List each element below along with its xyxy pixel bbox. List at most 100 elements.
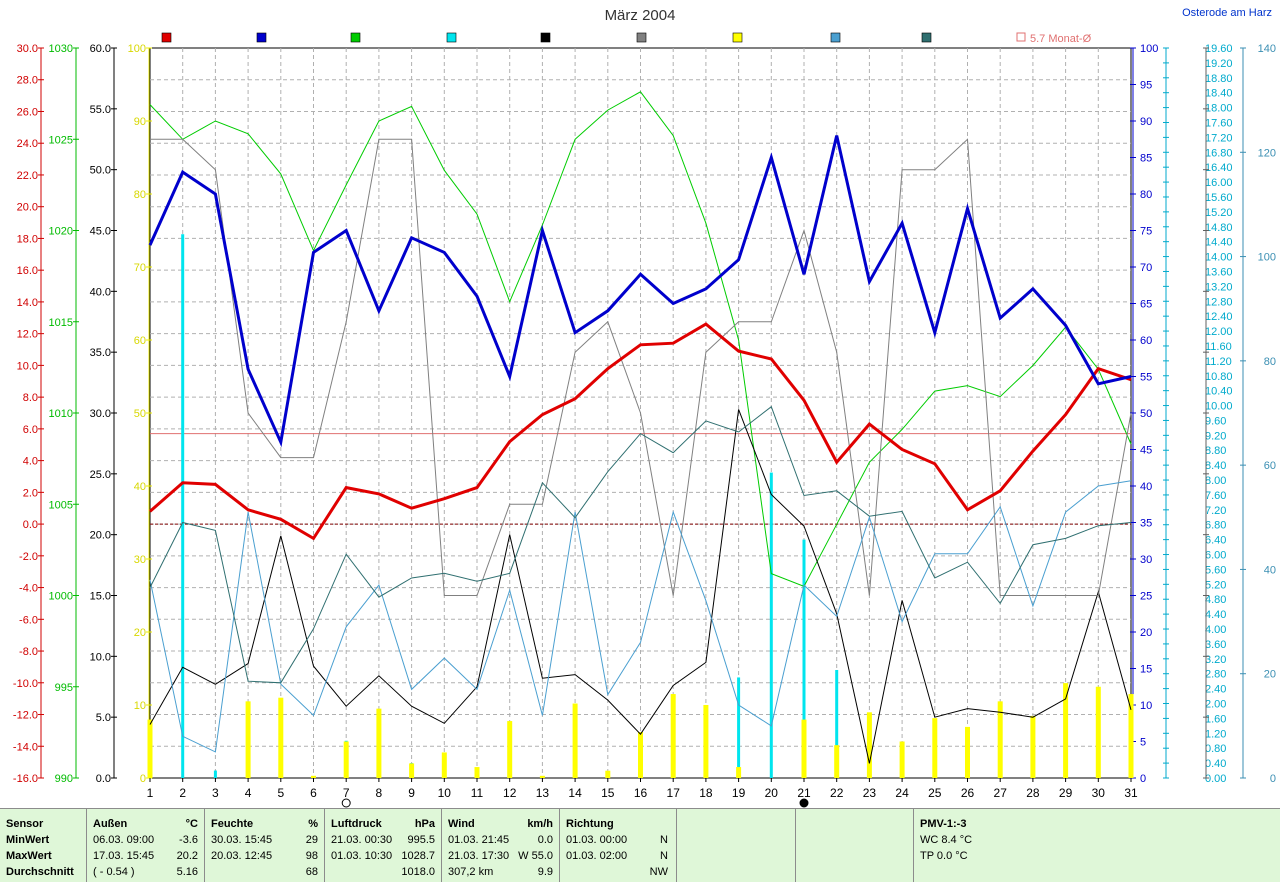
axis-tick-label-hum-18: 90: [1140, 116, 1152, 128]
x-tick-label-11: 11: [471, 786, 484, 800]
axis-tick-label-hum-14: 70: [1140, 262, 1152, 274]
axis-tick-label-temp-9: 2.0: [23, 487, 38, 499]
axis-tick-label-hum-11: 55: [1140, 372, 1152, 384]
axis-tick-label-temp-15: 14.0: [17, 297, 38, 309]
axis-tick-label-wind-8: 40.0: [90, 286, 111, 298]
luftdruck-min-value: 995.5: [407, 834, 435, 846]
richtung-avg-value: NW: [649, 866, 668, 878]
x-tick-label-31: 31: [1124, 786, 1138, 800]
location-label: Osterode am Harz: [1182, 7, 1272, 19]
stats-richtung: Richtung 01.03. 00:00 N 01.03. 02:00 N N…: [560, 809, 677, 882]
bar-sonnenschein-27: [997, 701, 1003, 778]
axis-tick-label-sun-9: 90: [134, 116, 146, 128]
line-series: [148, 91, 1132, 764]
bar-sonnenschein-23: [866, 712, 872, 778]
axis-tick-label-lux-2: 40: [1264, 564, 1276, 576]
axis-tick-label-hum-20: 100: [1140, 43, 1158, 55]
luftdruck-header: Luftdruck: [331, 818, 382, 830]
bar-sonnenschein-4: [245, 701, 251, 778]
axis-tick-label-rain-23: 9.20: [1205, 430, 1226, 442]
axis-tick-label-hum-7: 35: [1140, 518, 1152, 530]
axis-tick-label-temp-10: 4.0: [23, 456, 38, 468]
axis-tick-label-rain-24: 9.60: [1205, 415, 1226, 427]
axis-tick-label-rain-28: 11.20: [1205, 356, 1232, 368]
line-helligkeit: [149, 480, 1132, 753]
axis-tick-label-temp-16: 16.0: [17, 265, 38, 277]
wind-min-value: 0.0: [537, 834, 553, 846]
luftdruck-unit: hPa: [414, 818, 435, 830]
bar-sonnenschein-26: [965, 726, 970, 778]
axis-tick-label-rain-1: 0.40: [1205, 758, 1226, 770]
bar-sonnenschein-18: [703, 705, 709, 778]
axis-tick-label-rain-17: 6.80: [1205, 520, 1226, 532]
legend-swatch-2: [350, 32, 361, 43]
bar-series: [147, 234, 1134, 778]
max-label: MaxWert: [6, 850, 52, 862]
aussen-max-value: 20.2: [176, 850, 198, 862]
axis-tick-label-press-7: 1025: [49, 134, 73, 146]
pmv-windchill: WC 8.4 °C: [920, 834, 973, 846]
axis-tick-label-press-6: 1020: [49, 226, 73, 238]
x-tick-label-6: 6: [310, 786, 317, 800]
axis-tick-label-rain-12: 4.80: [1205, 594, 1226, 606]
x-axis: 1 2 3 4 5 6 7 8 9 10 11 12 13 14 15 16 17 18 19 20 21 22 23 24 2…: [147, 778, 1138, 808]
feuchte-max-value: 98: [305, 850, 318, 862]
x-tick-label-12: 12: [503, 786, 517, 800]
axis-tick-label-temp-3: -10.0: [13, 678, 38, 690]
bar-sonnenschein-10: [441, 752, 447, 778]
axis-tick-label-wind-7: 35.0: [90, 347, 111, 359]
axis-tick-label-rain-40: 16.00: [1205, 177, 1233, 189]
axis-tick-label-temp-7: -2.0: [19, 551, 38, 563]
axis-tick-label-rain-14: 5.60: [1205, 564, 1226, 576]
axis-tick-label-rain-46: 18.40: [1205, 88, 1233, 100]
axis-tick-label-rain-41: 16.40: [1205, 162, 1233, 174]
axis-tick-label-temp-5: -6.0: [19, 614, 38, 626]
bar-sonnenschein-15: [605, 770, 611, 778]
axis-tick-label-press-0: 990: [55, 773, 73, 785]
axis-tick-label-wind-0: 0.0: [96, 773, 111, 785]
line-wind: [149, 409, 1132, 764]
axis-tick-label-temp-23: 30.0: [17, 43, 38, 55]
axis-tick-label-temp-6: -4.0: [19, 583, 38, 595]
line-feuchte: [148, 135, 1132, 448]
line-taupunkt: [149, 405, 1132, 684]
axis-tick-label-rain-3: 1.20: [1205, 728, 1226, 740]
axis-tick-label-rain-13: 5.20: [1205, 579, 1226, 591]
legend-swatch-6: [732, 32, 743, 43]
sensor-label: Sensor: [6, 818, 44, 830]
weather-chart: März 2004 Osterode am Harz 5.7 Monat-Ø -…: [13, 7, 1276, 808]
axis-tick-label-sun-7: 70: [134, 262, 146, 274]
wind-min-time: 01.03. 21:45: [448, 834, 510, 846]
x-tick-label-23: 23: [863, 786, 877, 800]
bar-sonnenschein-9: [409, 763, 415, 778]
chart-title: März 2004: [605, 7, 676, 24]
aussen-header: Außen: [93, 818, 128, 830]
bar-regen-22: [835, 669, 839, 778]
axis-tick-label-hum-4: 20: [1140, 627, 1152, 639]
x-tick-label-21: 21: [797, 786, 811, 800]
wind-max-time: 21.03. 17:30: [448, 850, 510, 862]
axis-tick-label-lux-3: 60: [1264, 460, 1276, 472]
axis-tick-label-wind-6: 30.0: [90, 408, 111, 420]
axis-tick-label-sun-6: 60: [134, 335, 146, 347]
axis-tick-label-wind-3: 15.0: [90, 591, 111, 603]
avg-label: Durchschnitt: [6, 866, 74, 878]
axis-tick-label-temp-22: 28.0: [17, 75, 38, 87]
axis-tick-label-sun-0: 0: [140, 773, 146, 785]
legend-swatch-0: [161, 32, 172, 43]
wind-header: Wind: [448, 818, 475, 830]
axis-tick-label-temp-17: 18.0: [17, 233, 38, 245]
axis-tick-label-hum-19: 95: [1140, 80, 1152, 92]
axis-tick-label-temp-4: -8.0: [19, 646, 38, 658]
axis-tick-label-temp-2: -12.0: [13, 710, 38, 722]
axis-tick-label-rain-18: 7.20: [1205, 505, 1226, 517]
axis-tick-label-rain-11: 4.40: [1205, 609, 1226, 621]
axis-tick-label-rain-5: 2.00: [1205, 699, 1226, 711]
axis-tick-label-sun-1: 10: [134, 700, 146, 712]
x-tick-label-16: 16: [634, 786, 648, 800]
x-tick-label-7: 7: [343, 786, 350, 800]
wind-avg-value: 9.9: [537, 866, 553, 878]
axis-tick-label-wind-2: 10.0: [90, 651, 111, 663]
x-tick-label-24: 24: [895, 786, 909, 800]
stats-empty-2: [796, 809, 914, 882]
